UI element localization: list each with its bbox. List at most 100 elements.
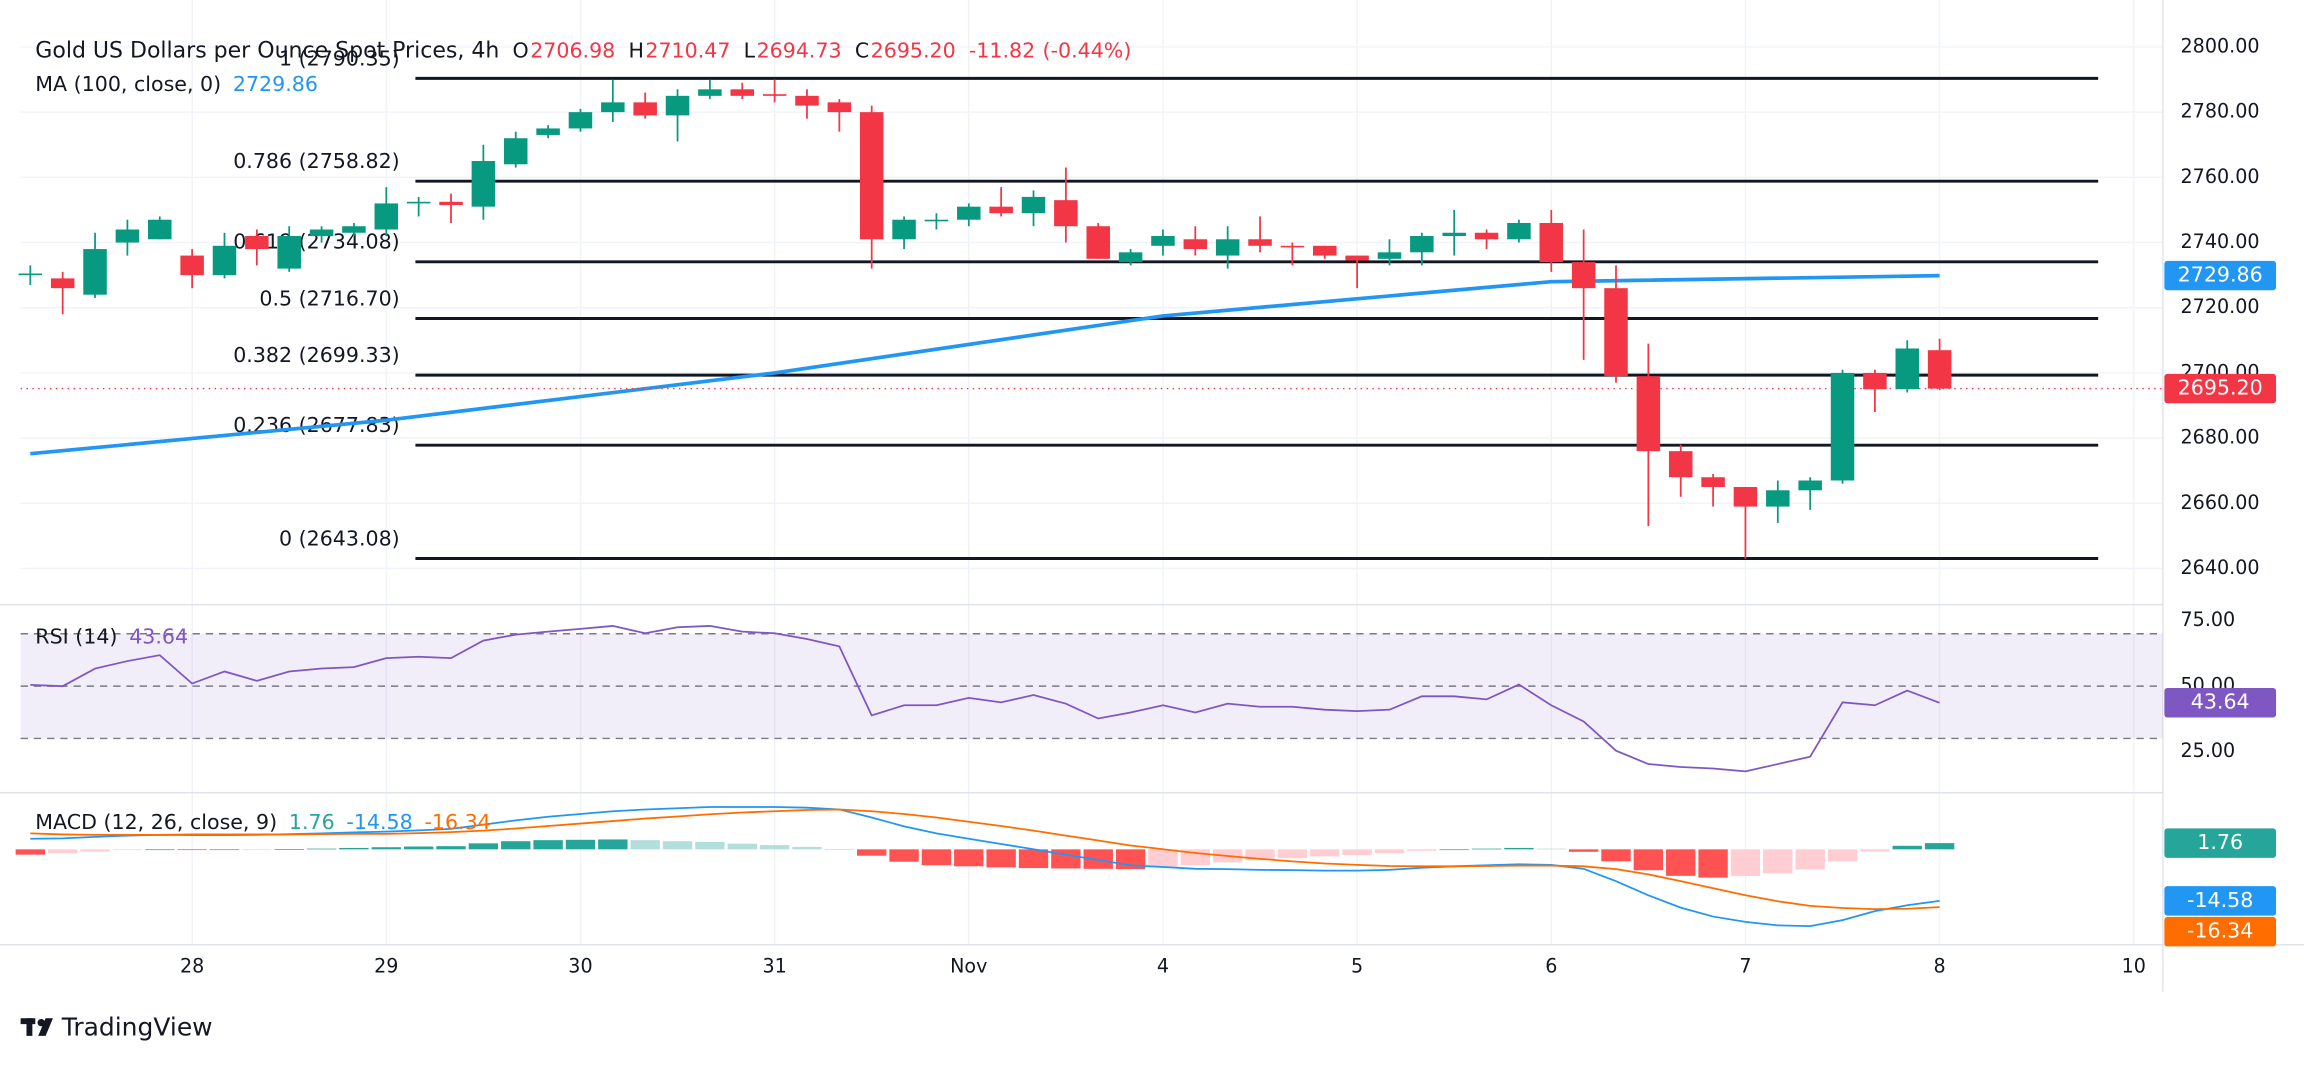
macd-badge (2164, 886, 2277, 916)
candle-body (633, 102, 657, 116)
candle-body (1668, 451, 1693, 478)
candle-body (374, 203, 399, 230)
histogram-bar (1018, 849, 1049, 869)
candle-body (83, 249, 107, 295)
candle-body (1830, 372, 1855, 481)
fib-label: 0.786 (2758.82) (233, 149, 399, 173)
histogram-bar (1568, 849, 1599, 852)
histogram-bar (436, 846, 466, 850)
legend-text: C (855, 38, 869, 62)
histogram-bar (1439, 849, 1469, 851)
candle-body (1151, 236, 1175, 246)
rsi-tick-label: 75.00 (2181, 608, 2236, 631)
y-tick-label: 2680.00 (2181, 426, 2260, 449)
candle-body (698, 89, 722, 96)
candle-body (1345, 255, 1369, 261)
rsi-badge-label: 43.64 (2191, 690, 2250, 714)
legend-text: L (744, 38, 756, 62)
candle-body (665, 95, 690, 116)
signal-badge (2164, 917, 2277, 947)
rsi-line (30, 625, 1940, 773)
ma-badge (2164, 260, 2277, 291)
candle-body (277, 236, 301, 269)
histogram-bar (1924, 843, 1955, 850)
legend-text: RSI (14) (35, 625, 117, 649)
legend-text: O (513, 38, 529, 62)
fib-label: 0.5 (2716.70) (259, 286, 399, 310)
macd-line (30, 806, 1940, 928)
legend-text: (-0.44%) (1043, 38, 1132, 62)
histogram-bar (1310, 849, 1340, 857)
candle-body (18, 273, 43, 276)
candle-body (859, 112, 884, 240)
candle-body (1636, 376, 1661, 452)
legend-text: 2710.47 (645, 38, 730, 62)
candle-body (1733, 487, 1758, 507)
legend-text: 2695.20 (871, 38, 956, 62)
histogram-bar (501, 841, 531, 850)
fib-label: 1 (2790.35) (279, 46, 400, 70)
histogram-bar (1763, 849, 1793, 874)
histogram-bar (824, 849, 855, 851)
histogram-bar (759, 845, 790, 850)
candle-body (1442, 232, 1466, 237)
candle-body (1474, 232, 1499, 240)
candle-body (730, 89, 755, 96)
histogram-bar (47, 849, 78, 854)
y-tick-label: 2800.00 (2181, 34, 2260, 57)
histogram-bar (274, 848, 304, 850)
legend-text: MACD (12, 26, close, 9) (35, 810, 277, 834)
legend-text: H (628, 38, 643, 62)
y-tick-label: 2640.00 (2181, 556, 2260, 579)
histogram-badge-label: 1.76 (2197, 830, 2243, 854)
candle-body (1604, 288, 1628, 377)
histogram-bar (1148, 849, 1178, 868)
histogram-bar (339, 847, 369, 850)
candle-body (1927, 350, 1952, 389)
histogram-bar (468, 843, 499, 850)
fib-label: 0.618 (2734.08) (233, 230, 399, 254)
histogram-bar (662, 841, 693, 850)
histogram-bar (145, 849, 175, 851)
candle-body (503, 138, 528, 165)
candle-body (1798, 480, 1822, 491)
histogram-badge (2164, 828, 2277, 858)
legend-text: 1.76 (289, 810, 335, 834)
candle-body (601, 102, 625, 113)
candle-body (1280, 245, 1305, 248)
candle-body (245, 236, 269, 250)
histogram-bar (598, 839, 628, 850)
candle-body (1895, 348, 1920, 390)
rsi-tick-label: 25.00 (2181, 739, 2236, 762)
candle-body (180, 255, 204, 276)
histogram-bar (403, 846, 434, 850)
legend-text: MA (100, close, 0) (35, 72, 221, 96)
candle-body (1054, 200, 1078, 227)
candle-body (1021, 196, 1046, 214)
x-tick-label: 7 (1739, 954, 1751, 977)
histogram-bar (242, 849, 272, 851)
histogram-bar (921, 849, 952, 866)
candle-body (439, 201, 463, 206)
fib-label: 0.382 (2699.33) (233, 343, 399, 367)
y-tick-label: 2760.00 (2181, 165, 2260, 188)
histogram-bar (1730, 849, 1761, 876)
candle-body (1539, 222, 1564, 263)
candle-body (1313, 245, 1337, 256)
histogram-bar (889, 849, 919, 862)
y-tick-label: 2740.00 (2181, 230, 2260, 253)
candle-body (1248, 239, 1272, 246)
histogram-bar (1795, 849, 1825, 870)
price-badge (2164, 373, 2277, 404)
candle-body (762, 94, 787, 96)
candle-body (148, 219, 172, 240)
candle-body (212, 245, 237, 276)
candle-body (1571, 262, 1596, 289)
histogram-bar (1698, 849, 1728, 878)
y-tick-label: 2780.00 (2181, 100, 2260, 123)
histogram-bar (1633, 849, 1664, 871)
candle-body (795, 95, 819, 106)
histogram-bar (209, 849, 240, 851)
